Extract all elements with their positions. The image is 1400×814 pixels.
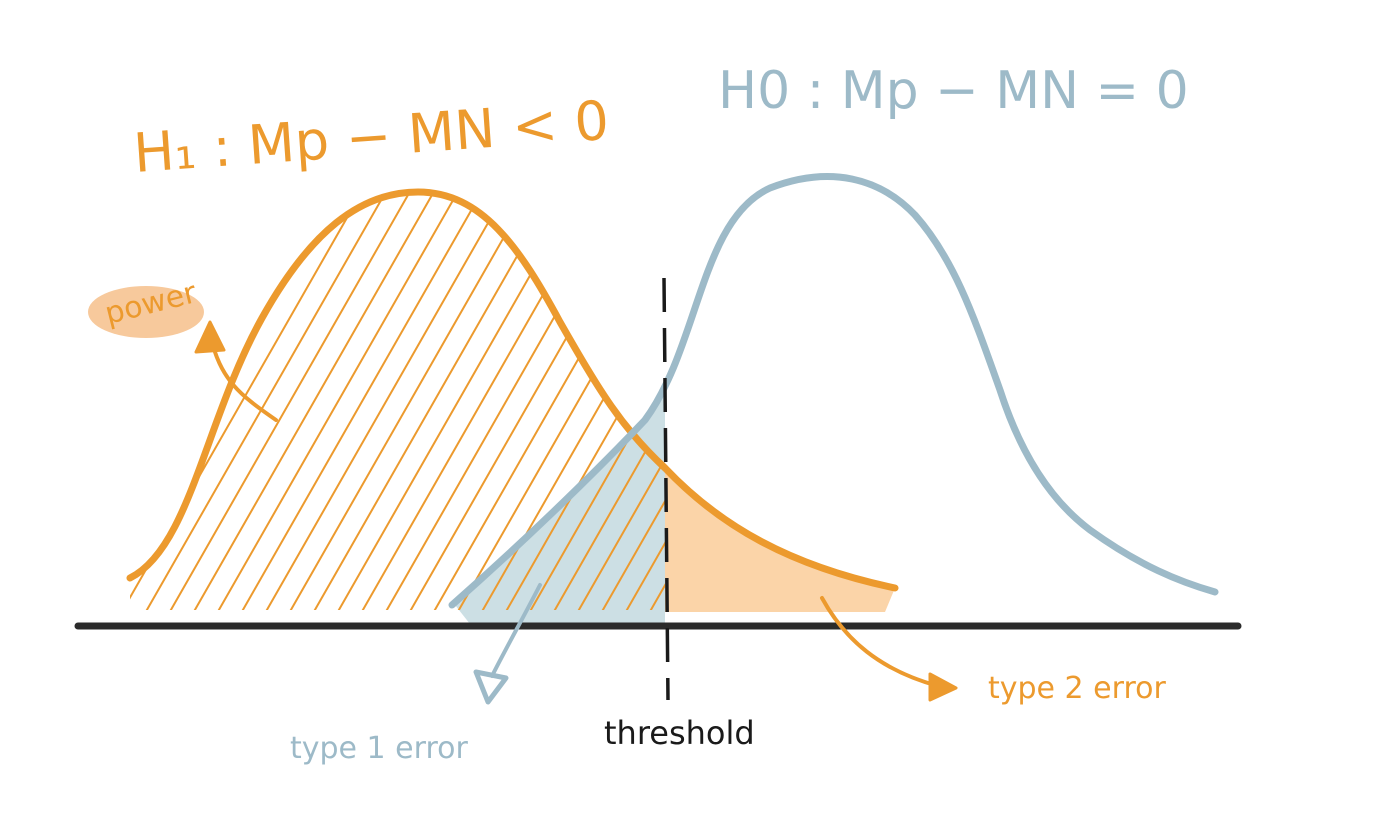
type2-error-label: type 2 error — [988, 671, 1166, 706]
power-highlight — [88, 286, 204, 338]
hatch-line — [575, 194, 665, 610]
hatch-line — [311, 194, 553, 610]
curved-arrow-down-right-icon — [820, 596, 958, 702]
threshold-label: threshold — [604, 714, 755, 752]
h1-distribution-curve — [126, 188, 899, 592]
hatch-line — [287, 194, 529, 610]
threshold-line — [662, 277, 670, 701]
h0-label: H0 : Mp − MN = 0 — [718, 61, 1189, 121]
hatch-line — [167, 194, 409, 610]
hatch-line — [599, 194, 665, 610]
type2-error-area — [665, 470, 895, 612]
hatch-line — [239, 194, 481, 610]
hatch-line — [191, 194, 433, 610]
power-hatching — [130, 194, 665, 610]
curved-arrow-up-icon — [194, 320, 278, 422]
hatch-line — [623, 194, 665, 610]
hatch-line — [143, 194, 385, 610]
hatch-line — [215, 194, 457, 610]
hatch-line — [263, 194, 505, 610]
curved-arrow-down-left-icon — [473, 583, 542, 705]
h0-distribution-curve — [448, 173, 1219, 609]
h1-label: H₁ : Mp − MN < 0 — [132, 89, 611, 185]
hatch-line — [551, 194, 665, 610]
type1-error-label: type 1 error — [290, 731, 468, 766]
